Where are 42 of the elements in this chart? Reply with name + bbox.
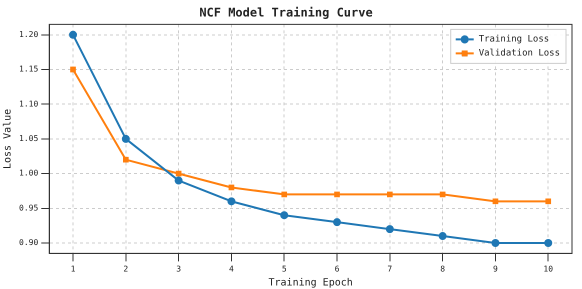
legend-label: Training Loss xyxy=(478,34,550,45)
legend-label: Validation Loss xyxy=(478,48,560,59)
point xyxy=(123,156,129,163)
point xyxy=(174,176,183,185)
x-tick-label: 6 xyxy=(334,264,340,274)
y-tick-label: 1.05 xyxy=(19,134,38,143)
point xyxy=(438,232,447,240)
y-axis-title: Loss Value xyxy=(2,108,14,170)
point xyxy=(176,170,182,176)
point xyxy=(387,192,393,198)
y-tick-label: 1.15 xyxy=(19,64,38,74)
y-tick-label: 0.95 xyxy=(19,203,38,212)
x-axis-title: Training Epoch xyxy=(268,278,353,289)
point xyxy=(440,192,446,198)
chart-title: NCF Model Training Curve xyxy=(199,5,373,20)
point xyxy=(227,197,236,206)
point xyxy=(280,211,288,220)
y-tick-label: 1.00 xyxy=(19,168,38,178)
x-tick-label: 10 xyxy=(543,264,554,274)
point xyxy=(386,225,394,234)
point xyxy=(492,198,498,204)
point xyxy=(281,192,288,198)
point xyxy=(334,192,340,198)
point xyxy=(70,66,76,72)
y-tick-label: 0.90 xyxy=(19,238,38,248)
x-tick-label: 9 xyxy=(493,264,498,274)
x-tick-label: 1 xyxy=(70,264,76,274)
x-tick-label: 2 xyxy=(123,264,128,274)
x-tick-label: 5 xyxy=(282,264,287,274)
point xyxy=(69,30,78,39)
x-tick-label: 8 xyxy=(440,264,446,274)
point xyxy=(333,218,342,226)
x-tick-label: 4 xyxy=(229,264,234,274)
point xyxy=(491,238,500,247)
point xyxy=(545,198,552,204)
x-tick-label: 7 xyxy=(387,264,392,274)
point xyxy=(228,184,234,190)
y-tick-label: 1.20 xyxy=(19,30,38,39)
x-tick-label: 3 xyxy=(176,264,182,274)
point xyxy=(122,134,130,143)
y-tick-label: 1.10 xyxy=(19,99,38,108)
point xyxy=(544,238,552,247)
